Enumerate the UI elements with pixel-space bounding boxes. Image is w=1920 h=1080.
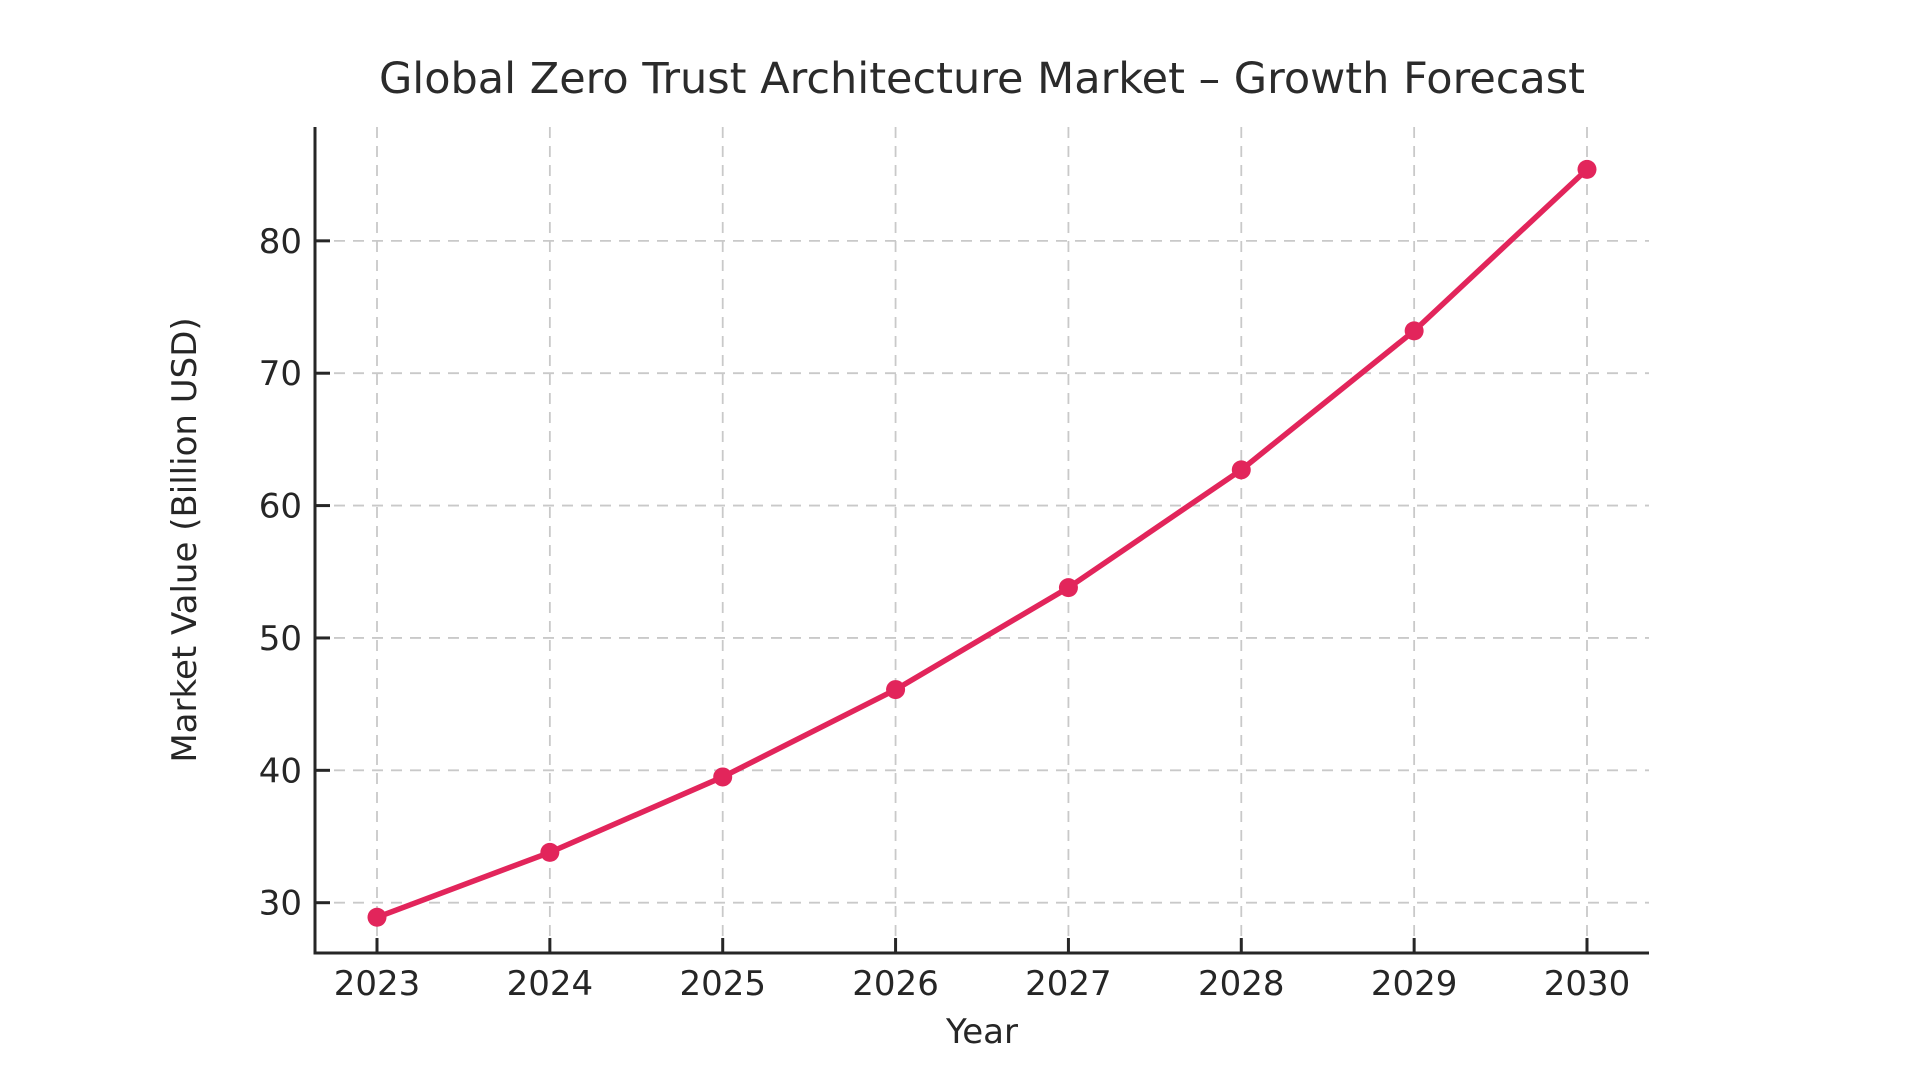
x-tick-label: 2025 (679, 964, 766, 1004)
data-point (713, 767, 733, 787)
y-tick-label: 40 (259, 751, 302, 791)
data-point (1404, 321, 1424, 341)
data-point (886, 680, 906, 700)
x-tick-label: 2029 (1371, 964, 1458, 1004)
y-tick-label: 70 (259, 354, 302, 394)
chart-title: Global Zero Trust Architecture Market – … (378, 54, 1586, 104)
y-tick-label: 80 (259, 222, 302, 262)
x-axis-label: Year (946, 1012, 1018, 1052)
x-tick-label: 2030 (1544, 964, 1631, 1004)
x-tick-label: 2027 (1025, 964, 1112, 1004)
y-tick-label: 50 (259, 619, 302, 659)
x-tick-label: 2024 (507, 964, 594, 1004)
y-tick-label: 60 (259, 487, 302, 527)
data-point (540, 842, 560, 862)
x-tick-label: 2028 (1198, 964, 1285, 1004)
x-tick-label: 2023 (334, 964, 421, 1004)
data-point (1577, 159, 1597, 179)
y-tick-label: 30 (259, 884, 302, 924)
data-point (1058, 578, 1078, 598)
data-point (1231, 460, 1251, 480)
trend-line (374, 166, 1590, 921)
data-point (367, 907, 387, 927)
x-tick-label: 2026 (852, 964, 939, 1004)
